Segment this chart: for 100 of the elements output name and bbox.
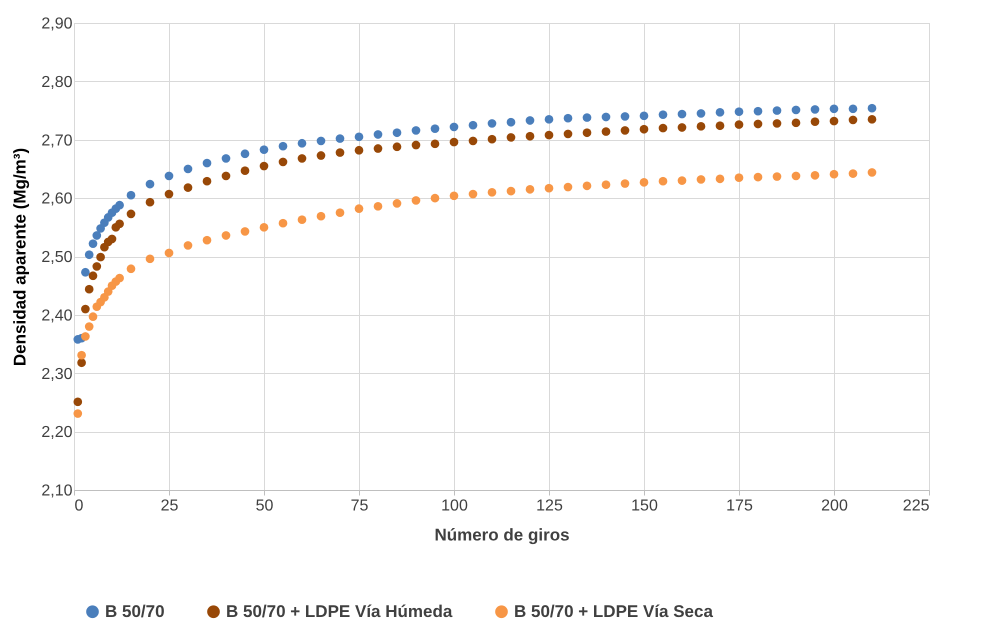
point xyxy=(298,154,306,163)
point xyxy=(450,122,458,132)
point xyxy=(222,231,230,240)
point xyxy=(734,120,744,129)
point xyxy=(754,172,762,182)
point xyxy=(488,188,496,197)
point xyxy=(506,186,516,196)
point xyxy=(848,169,858,178)
point xyxy=(772,172,782,181)
point xyxy=(620,179,630,188)
x-tick-label: 175 xyxy=(726,498,753,514)
x-axis-title: Número de giros xyxy=(434,526,570,544)
point xyxy=(868,104,876,113)
point xyxy=(392,142,402,152)
point xyxy=(412,140,420,150)
point xyxy=(772,119,782,128)
point xyxy=(260,222,268,232)
point xyxy=(678,123,686,132)
point xyxy=(240,166,250,176)
point xyxy=(602,180,610,190)
point xyxy=(582,128,592,138)
point xyxy=(146,180,154,188)
point xyxy=(222,154,230,163)
point xyxy=(640,111,648,120)
legend-label: B 50/70 + LDPE Vía Húmeda xyxy=(226,602,453,621)
point xyxy=(73,409,82,418)
point xyxy=(77,358,86,368)
x-tick-label: 225 xyxy=(902,498,930,514)
point xyxy=(468,120,478,130)
x-tick-label: 150 xyxy=(631,498,658,514)
point xyxy=(84,284,94,294)
point xyxy=(316,212,326,221)
point xyxy=(96,252,105,262)
point xyxy=(316,151,326,160)
point xyxy=(810,171,820,180)
point xyxy=(278,142,288,150)
point xyxy=(792,118,800,128)
point xyxy=(468,136,478,146)
point xyxy=(526,116,534,125)
point xyxy=(354,132,364,142)
y-tick-label: 2,90 xyxy=(41,16,73,32)
point xyxy=(678,110,686,118)
point xyxy=(526,132,534,141)
point xyxy=(696,109,706,118)
y-tick-label: 2,40 xyxy=(41,307,73,324)
point xyxy=(374,202,382,211)
point xyxy=(222,172,230,180)
point xyxy=(298,138,306,148)
point xyxy=(126,210,136,218)
point xyxy=(81,268,90,277)
point xyxy=(88,271,98,280)
point xyxy=(450,138,458,146)
point xyxy=(73,398,82,406)
point xyxy=(202,236,212,244)
y-axis-title: Densidad aparente (Mg/m³) xyxy=(10,148,30,366)
point xyxy=(868,114,876,124)
point xyxy=(734,173,744,182)
point xyxy=(164,248,174,258)
point xyxy=(88,239,98,248)
point xyxy=(640,178,648,187)
point xyxy=(506,118,516,127)
point xyxy=(754,106,762,116)
point xyxy=(468,190,478,198)
point xyxy=(146,198,154,207)
point xyxy=(582,113,592,122)
point xyxy=(92,231,102,240)
point xyxy=(868,168,876,177)
x-tick-label: 75 xyxy=(350,498,368,514)
point xyxy=(544,184,554,193)
point xyxy=(84,250,94,260)
point xyxy=(716,174,724,184)
point xyxy=(392,128,402,138)
point xyxy=(126,190,136,200)
point xyxy=(146,254,154,264)
point xyxy=(240,227,250,236)
point xyxy=(602,112,610,122)
point xyxy=(582,182,592,190)
point xyxy=(260,145,268,154)
point xyxy=(412,196,420,205)
point xyxy=(336,134,344,143)
point xyxy=(564,114,572,122)
point xyxy=(810,105,820,114)
point xyxy=(278,158,288,166)
point xyxy=(202,158,212,168)
point xyxy=(810,117,820,126)
x-tick-label: 100 xyxy=(441,498,468,514)
legend-label: B 50/70 xyxy=(105,602,165,621)
point xyxy=(830,104,838,114)
point xyxy=(115,274,124,282)
point xyxy=(336,148,344,157)
point xyxy=(108,234,116,244)
point xyxy=(126,264,136,274)
point xyxy=(716,108,724,117)
y-tick-label: 2,70 xyxy=(41,132,73,150)
point xyxy=(298,215,306,224)
x-tick-label: 0 xyxy=(74,498,84,514)
y-tick-label: 2,20 xyxy=(41,424,73,442)
y-tick-label: 2,50 xyxy=(41,249,73,266)
point xyxy=(450,191,458,200)
point xyxy=(658,124,668,132)
